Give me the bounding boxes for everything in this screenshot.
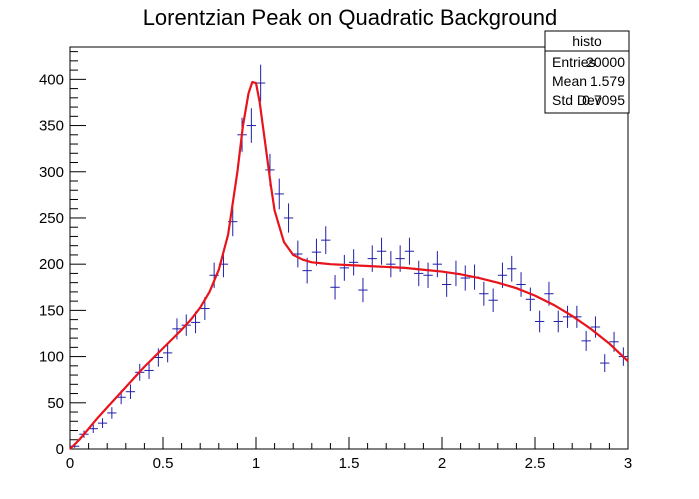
data-point [414,260,424,287]
data-point [562,305,573,328]
y-tick-label: 150 [39,302,64,319]
y-tick-label: 0 [56,441,64,458]
y-tick-label: 300 [39,164,64,181]
data-point [581,330,591,351]
data-point [516,272,526,297]
data-point [600,354,610,372]
stats-box: histo Entries 20000 Mean 1.579 Std Dev 0… [544,30,630,114]
data-point [144,361,154,379]
data-point [525,287,535,312]
data-point [488,288,498,312]
chart-title: Lorentzian Peak on Quadratic Background [143,5,558,30]
x-axis: 0 0.5 1 1.5 2 2.5 3 [66,437,632,472]
data-point [274,178,284,210]
stats-mean-label: Mean [552,73,587,89]
x-tick-label: 1 [252,455,260,472]
histogram-points [70,64,628,448]
data-point [321,226,331,255]
data-point [535,310,545,333]
data-point [376,237,387,265]
data-point [163,343,173,363]
stats-mean-value: 1.579 [590,73,625,89]
y-tick-label: 250 [39,210,64,227]
data-point [386,251,396,278]
data-point [590,316,601,338]
data-point [97,418,108,429]
data-point [283,203,294,233]
data-point [339,254,349,281]
data-point [125,384,136,399]
data-point [442,272,452,297]
data-point [246,108,256,143]
data-point [423,262,433,288]
data-point [460,265,470,291]
stats-stddev-value: 0.7095 [582,92,625,108]
x-tick-label: 0 [66,455,74,472]
plot-frame [69,46,629,450]
stats-entries-label: Entries [552,54,596,70]
fit-line [69,81,629,450]
data-point [507,255,517,282]
fit-curve [69,81,629,450]
data-point [404,237,415,265]
data-point [88,424,98,434]
y-tick-label: 200 [39,256,64,273]
data-point [293,240,303,268]
data-point [553,310,563,333]
x-tick-label: 0.5 [153,455,174,472]
data-point [367,245,377,272]
data-point [349,249,359,276]
stats-stddev-label: Std Dev [552,92,602,108]
y-axis: 0 50 100 150 200 250 300 350 400 [39,51,86,458]
data-point [256,64,266,102]
y-tick-label: 400 [39,71,64,88]
data-point [358,277,368,303]
x-tick-label: 2 [438,455,446,472]
x-tick-label: 1.5 [339,455,360,472]
y-tick-label: 350 [39,118,64,135]
y-tick-label: 50 [47,395,64,412]
stats-box-frame [544,30,630,114]
data-point [330,275,340,300]
stats-box-title: histo [572,33,602,49]
data-point [311,238,322,266]
data-point [479,281,489,306]
x-tick-label: 2.5 [525,455,546,472]
data-point [432,251,442,278]
y-tick-label: 100 [39,349,64,366]
stats-entries-value: 20000 [586,54,625,70]
x-tick-label: 3 [624,455,632,472]
data-point [107,407,117,419]
